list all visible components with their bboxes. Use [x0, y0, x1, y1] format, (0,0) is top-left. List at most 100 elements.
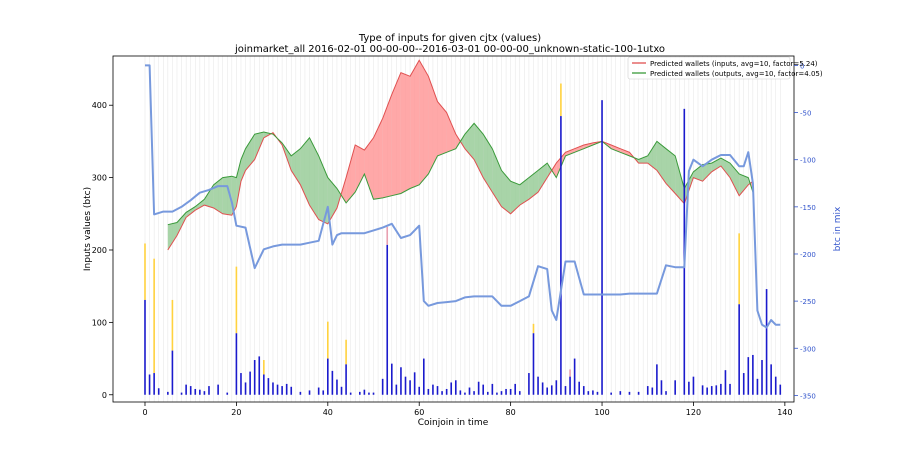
outputs-fill-segment — [327, 177, 337, 224]
bar — [610, 392, 612, 395]
bar — [240, 373, 242, 395]
bar — [464, 392, 466, 395]
inputs-fill-segment — [455, 134, 461, 149]
bar — [317, 387, 320, 395]
inputs-fill-segment — [346, 145, 356, 203]
y-right-tick-label: -250 — [800, 298, 816, 306]
bar — [258, 356, 261, 395]
bar — [770, 364, 772, 395]
inputs-fill-segment — [428, 76, 438, 174]
outputs-fill-segment — [464, 123, 475, 160]
bar — [541, 382, 544, 395]
bar — [359, 391, 361, 395]
outputs-line — [167, 122, 754, 226]
bar — [185, 384, 187, 395]
bar — [327, 358, 329, 395]
bar — [413, 372, 416, 395]
inputs-fill-segment — [410, 60, 420, 189]
bar — [532, 333, 535, 395]
bar — [496, 392, 498, 395]
outputs-fill-segment — [510, 181, 520, 214]
plot-area — [144, 56, 782, 402]
y-left-tick-label: 200 — [92, 246, 107, 255]
bar — [761, 360, 763, 395]
bar — [688, 381, 690, 395]
bar — [477, 381, 480, 395]
inputs-fill-segment — [620, 148, 630, 156]
outputs-fill-segment — [300, 137, 310, 206]
outputs-fill-segment — [309, 137, 319, 220]
bar — [157, 388, 160, 395]
bar — [656, 364, 658, 395]
bar — [491, 383, 494, 395]
inputs-fill-segment — [391, 72, 401, 196]
inputs-fill-segment — [551, 163, 557, 178]
bar — [404, 376, 407, 395]
bar — [569, 376, 571, 395]
outputs-fill-segment — [195, 199, 205, 211]
bar — [340, 386, 343, 395]
bar — [418, 386, 421, 395]
bar — [445, 388, 448, 395]
bar — [706, 387, 708, 395]
bar-top — [263, 360, 265, 375]
bar — [592, 390, 594, 395]
legend: Predicted wallets (inputs, avg=10, facto… — [627, 56, 823, 80]
x-tick-label: 60 — [414, 408, 424, 417]
y-right-tick-label: -350 — [800, 392, 816, 400]
inputs-line — [167, 59, 754, 251]
plot-frame — [112, 55, 795, 403]
bar — [555, 380, 558, 395]
x-tick-label: 120 — [686, 408, 701, 417]
bar — [194, 388, 197, 395]
bar — [651, 387, 654, 395]
bar — [217, 384, 219, 395]
bar — [720, 383, 722, 395]
y-right-tick-label: 0 — [800, 62, 804, 70]
bar — [747, 357, 750, 395]
outputs-fill-segment — [186, 206, 196, 218]
bar — [550, 385, 553, 395]
bar — [578, 381, 580, 395]
inputs-fill-segment — [446, 112, 456, 153]
bar — [692, 376, 695, 395]
bar — [226, 392, 229, 395]
bar — [276, 384, 279, 395]
bar-top — [569, 369, 571, 377]
bar — [459, 390, 462, 395]
bar-top — [144, 243, 146, 300]
x-axis: 0 20 40 60 80 100 120 140 — [142, 402, 792, 417]
bar — [331, 370, 334, 395]
y-right-tick-label: -50 — [800, 110, 811, 118]
outputs-fill-segment — [739, 174, 749, 196]
outputs-fill-segment — [730, 163, 740, 196]
bar — [249, 371, 251, 395]
outputs-fill-segment — [702, 163, 712, 182]
y-left-tick-label: 400 — [92, 101, 107, 110]
outputs-fill-segment — [236, 159, 241, 207]
bar-top — [171, 299, 174, 351]
bar — [660, 380, 663, 395]
y-axis-left-label: Inputs values (btc) — [83, 187, 93, 271]
bar — [779, 384, 782, 395]
bar — [619, 391, 622, 395]
bar — [368, 392, 370, 395]
chart-title: Type of inputs for given cjtx (values) — [358, 33, 541, 44]
outputs-fill-segment — [474, 123, 484, 178]
bar — [299, 391, 302, 395]
bar — [203, 391, 206, 395]
legend-box — [627, 56, 791, 80]
bar-top — [345, 339, 347, 365]
bar — [400, 367, 402, 395]
bar — [290, 386, 293, 395]
bar — [468, 387, 471, 395]
bar — [509, 388, 512, 395]
y-right-tick-label: -300 — [800, 345, 816, 353]
y-axis-right-label: btc in mix — [833, 206, 843, 251]
inputs-fill-segment — [400, 72, 411, 194]
y-left-tick-label: 0 — [102, 391, 107, 400]
bar-top — [153, 258, 155, 374]
outputs-fill-segment — [501, 170, 511, 214]
legend-label-outputs: Predicted wallets (outputs, avg=10, fact… — [650, 70, 823, 78]
